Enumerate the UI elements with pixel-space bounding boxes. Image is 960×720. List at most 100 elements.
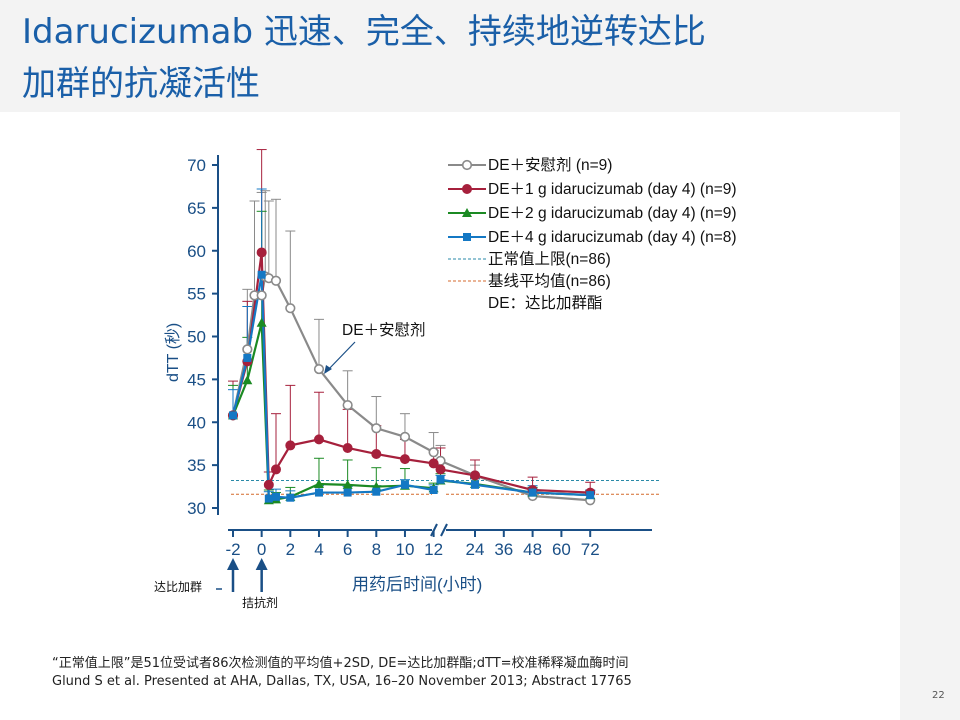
x-tick-label: 60	[552, 540, 571, 559]
slide-title-line-1: Idarucizumab 迅速、完全、持续地逆转达比	[22, 12, 706, 52]
page-number: 22	[932, 690, 945, 701]
legend-label: DE＋4 g idarucizumab (day 4) (n=8)	[488, 229, 737, 246]
data-point	[271, 492, 280, 501]
data-point	[435, 464, 446, 475]
slide-title-line-2: 加群的抗凝活性	[22, 64, 260, 104]
x-tick-label: 36	[494, 540, 513, 559]
legend-swatch-marker	[462, 208, 472, 217]
series-markers	[227, 247, 596, 506]
x-tick-label: 48	[523, 540, 542, 559]
right-margin-strip	[900, 112, 960, 720]
legend-label: DE＋2 g idarucizumab (day 4) (n=9)	[488, 205, 737, 222]
data-point	[242, 375, 253, 385]
x-tick-label: 0	[257, 540, 266, 559]
data-point	[428, 447, 439, 458]
y-tick-label: 70	[187, 156, 206, 175]
data-point	[371, 423, 382, 434]
legend-label: DE＋安慰剂 (n=9)	[488, 155, 612, 174]
x-tick-label: 72	[581, 540, 600, 559]
data-point	[343, 488, 352, 497]
data-point	[400, 480, 409, 489]
footnote-reference: Glund S et al. Presented at AHA, Dallas,…	[52, 674, 632, 689]
chart-annotations: DE＋安慰剂	[324, 320, 426, 374]
data-point	[342, 400, 353, 411]
footnote-definitions: “正常值上限”是51位受试者86次检测值的平均值+2SD, DE=达比加群酯;d…	[52, 656, 629, 671]
y-tick-label: 30	[187, 499, 206, 518]
x-tick-label: 24	[466, 540, 485, 559]
arrow-antidote-label: 拮抗剂	[242, 595, 278, 610]
legend-swatch-marker	[463, 233, 471, 241]
footnote: “正常值上限”是51位受试者86次检测值的平均值+2SD, DE=达比加群酯;d…	[52, 655, 632, 691]
data-point	[270, 464, 281, 475]
y-tick-label: 55	[187, 285, 206, 304]
data-point	[528, 488, 537, 497]
data-point	[342, 479, 353, 489]
data-point	[256, 247, 267, 258]
series-line	[440, 459, 591, 502]
x-tick-label: 4	[314, 540, 323, 559]
x-tick-label: -2	[225, 540, 240, 559]
data-point	[342, 442, 353, 453]
legend-swatch-marker	[462, 184, 472, 194]
slide-title: Idarucizumab 迅速、完全、持续地逆转达比 加群的抗凝活性	[22, 6, 922, 110]
data-point	[242, 344, 253, 355]
data-point	[285, 440, 296, 451]
data-point	[372, 487, 381, 496]
data-point	[270, 275, 282, 286]
placebo-annotation: DE＋安慰剂	[342, 320, 426, 339]
data-point	[429, 485, 438, 494]
y-tick-label: 50	[187, 328, 206, 347]
arrow-dabigatran-label: 达比加群	[154, 580, 202, 594]
y-tick-label: 45	[187, 370, 206, 389]
data-point	[586, 491, 595, 500]
data-point	[314, 488, 323, 497]
legend-label: 基线平均值(n=86)	[488, 272, 611, 290]
data-point	[256, 290, 267, 301]
data-point	[313, 363, 325, 375]
data-point	[285, 303, 296, 314]
data-point	[436, 475, 445, 484]
data-point	[470, 470, 480, 481]
legend-label: DE＋1 g idarucizumab (day 4) (n=9)	[488, 181, 737, 198]
legend-label: 正常值上限(n=86)	[488, 250, 611, 268]
data-point	[471, 480, 479, 489]
series-line	[440, 468, 591, 494]
y-tick-label: 40	[187, 413, 206, 432]
data-point	[264, 494, 273, 503]
x-tick-label: 12	[424, 540, 443, 559]
chart-legend: DE＋安慰剂 (n=9) DE＋1 g idarucizumab (day 4) …	[448, 155, 737, 312]
x-tick-label: 10	[395, 540, 414, 559]
y-axis-label: dTT (秒)	[164, 323, 182, 382]
chart-axes: 30 35 40 45 50 55 60 65 70 -2 0 2 4 6 8 10 12 24 36 48 60 72 用…	[154, 155, 652, 610]
data-point	[257, 270, 266, 279]
x-axis-label: 用药后时间(小时)	[352, 575, 482, 594]
x-tick-label: 6	[343, 540, 352, 559]
data-point	[313, 478, 324, 488]
data-point	[371, 448, 382, 459]
arrow-antidote-head	[255, 558, 268, 570]
arrow-dabigatran-head	[227, 558, 239, 570]
y-tick-label: 60	[187, 242, 206, 261]
x-tick-label: 8	[372, 540, 381, 559]
y-tick-label: 35	[187, 456, 206, 475]
data-point	[263, 479, 274, 490]
x-tick-label: 2	[286, 540, 295, 559]
data-point	[399, 454, 410, 465]
series-line	[440, 478, 591, 497]
legend-label: DE：达比加群酯	[488, 294, 603, 312]
title-band	[0, 0, 960, 112]
data-point	[428, 458, 439, 469]
data-point	[243, 353, 252, 362]
legend-swatch-marker	[461, 159, 473, 171]
data-point	[399, 431, 411, 442]
annotation-pointer	[325, 341, 356, 373]
annotation-pointer-head	[324, 365, 332, 374]
data-point	[286, 493, 295, 502]
reference-lines	[231, 480, 660, 495]
axis-break-mark	[440, 523, 448, 537]
data-point	[229, 411, 237, 420]
y-tick-label: 65	[187, 199, 206, 218]
data-point	[256, 317, 267, 327]
data-point	[313, 434, 324, 445]
